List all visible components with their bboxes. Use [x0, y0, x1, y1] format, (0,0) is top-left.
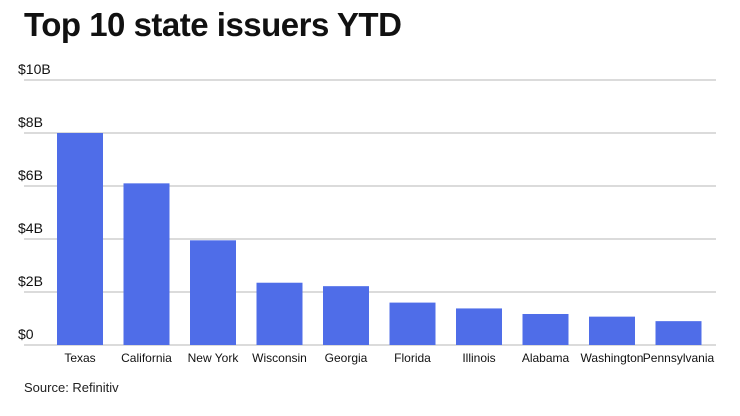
y-tick-label: $10B: [18, 61, 51, 77]
bar: [589, 316, 635, 345]
chart-title: Top 10 state issuers YTD: [24, 6, 402, 43]
x-tick-label: Alabama: [522, 351, 570, 365]
y-tick-label: $0: [18, 326, 34, 342]
bar: [389, 302, 436, 345]
x-tick-label: Illinois: [462, 351, 495, 365]
x-tick-label: Pennsylvania: [643, 351, 715, 365]
x-tick-label: Georgia: [325, 351, 368, 365]
bar: [57, 133, 103, 345]
bar: [655, 321, 702, 345]
bar: [190, 240, 236, 345]
x-tick-label: Wisconsin: [252, 351, 307, 365]
x-tick-label: California: [121, 351, 172, 365]
x-tick-label: Texas: [64, 351, 95, 365]
bar: [456, 308, 502, 345]
x-tick-label: Florida: [394, 351, 431, 365]
bar: [256, 282, 303, 345]
x-tick-label: Washington: [581, 351, 644, 365]
y-tick-label: $2B: [18, 273, 43, 289]
bar: [522, 313, 569, 345]
bar: [323, 286, 369, 345]
y-tick-label: $4B: [18, 220, 43, 236]
x-tick-label: New York: [188, 351, 240, 365]
bar: [123, 183, 170, 345]
y-tick-label: $6B: [18, 167, 43, 183]
source-note: Source: Refinitiv: [24, 380, 119, 395]
y-tick-label: $8B: [18, 114, 43, 130]
